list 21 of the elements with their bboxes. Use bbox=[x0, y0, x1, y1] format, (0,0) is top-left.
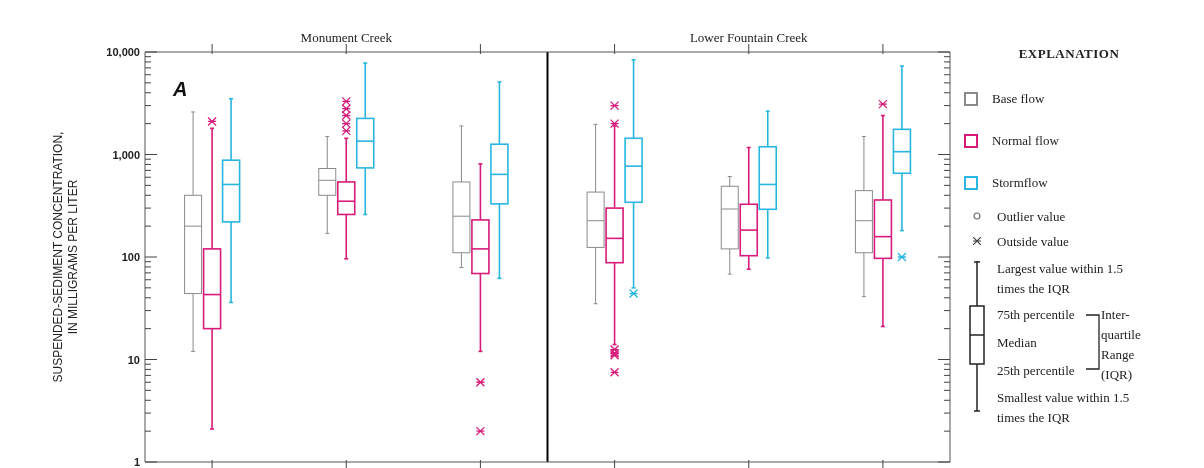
legend-title: EXPLANATION bbox=[1017, 46, 1121, 62]
text: Monument Creek bbox=[300, 30, 393, 45]
text: Outside value bbox=[997, 233, 1070, 251]
y-tick-label: 1,000 bbox=[112, 148, 140, 161]
text: Inter-quartile Range (IQR) bbox=[1101, 306, 1142, 384]
y-tick-label: 10 bbox=[127, 353, 140, 366]
text: Outlier value bbox=[997, 208, 1067, 226]
annotation: A bbox=[172, 78, 188, 100]
text: Largest value within 1.5 times the IQR bbox=[997, 260, 1125, 298]
text: 75th percentile bbox=[997, 306, 1076, 324]
legend-label: Normal flow bbox=[992, 133, 1059, 149]
text: 25th percentile bbox=[997, 362, 1076, 380]
legend-label: Base flow bbox=[992, 91, 1045, 107]
text: Lower Fountain Creek bbox=[689, 30, 809, 45]
legend-label: Stormflow bbox=[992, 175, 1048, 191]
y-tick-label: 10,000 bbox=[106, 46, 140, 58]
y-axis-title: SUSPENDED-SEDIMENT CONCENTRATION, IN MILLIGRAMS PER LITER bbox=[51, 131, 80, 383]
y-tick-label: 100 bbox=[121, 251, 140, 263]
y-tick-label: 1 bbox=[133, 456, 140, 468]
text: Smallest value within 1.5 times the IQR bbox=[997, 389, 1131, 427]
text: Median bbox=[997, 334, 1038, 352]
